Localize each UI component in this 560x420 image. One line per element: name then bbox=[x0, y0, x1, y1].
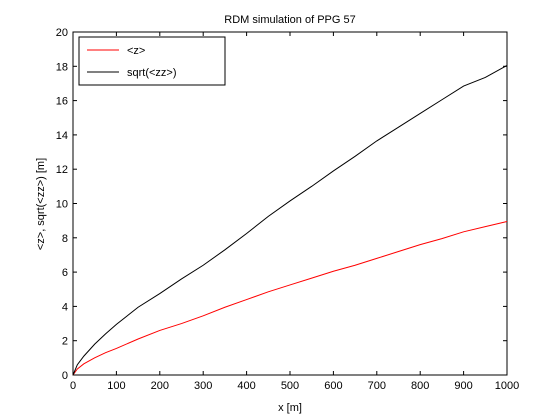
series-line-0 bbox=[72, 221, 508, 376]
legend: <z> sqrt(<zz>) bbox=[78, 36, 226, 86]
y-tick-label: 14 bbox=[56, 130, 68, 142]
y-tick-label: 4 bbox=[62, 301, 68, 313]
y-tick-label: 6 bbox=[62, 267, 68, 279]
x-tick-label: 400 bbox=[237, 380, 255, 392]
x-tick-label: 600 bbox=[324, 380, 342, 392]
y-tick-label: 20 bbox=[56, 27, 68, 39]
legend-label-0: <z> bbox=[127, 45, 145, 57]
y-axis-label: <z>, sqrt(<zz>) [m] bbox=[35, 158, 47, 250]
x-tick-label: 100 bbox=[107, 380, 125, 392]
y-tick-label: 2 bbox=[62, 336, 68, 348]
x-tick-label: 200 bbox=[151, 380, 169, 392]
x-axis-label: x [m] bbox=[278, 402, 302, 414]
y-tick-label: 0 bbox=[62, 370, 68, 382]
y-tick-label: 18 bbox=[56, 61, 68, 73]
y-tick-label: 16 bbox=[56, 96, 68, 108]
y-tick-label: 10 bbox=[56, 199, 68, 211]
y-tick-label: 12 bbox=[56, 164, 68, 176]
legend-box bbox=[78, 36, 226, 86]
y-tick-label: 8 bbox=[62, 233, 68, 245]
x-tick-label: 500 bbox=[281, 380, 299, 392]
legend-label-1: sqrt(<zz>) bbox=[127, 67, 177, 79]
x-tick-label: 0 bbox=[70, 380, 76, 392]
x-tick-label: 900 bbox=[454, 380, 472, 392]
axes-box bbox=[72, 31, 508, 376]
plot-area: 0 100 200 300 400 500 600 700 800 900 1000 0 2 4 6 8 10 1… bbox=[56, 27, 519, 392]
series-line-1 bbox=[72, 65, 508, 376]
x-tick-label: 1000 bbox=[495, 380, 519, 392]
x-tick-label: 300 bbox=[194, 380, 212, 392]
x-tick-label: 800 bbox=[411, 380, 429, 392]
x-tick-label: 700 bbox=[368, 380, 386, 392]
chart-title: RDM simulation of PPG 57 bbox=[224, 14, 355, 26]
